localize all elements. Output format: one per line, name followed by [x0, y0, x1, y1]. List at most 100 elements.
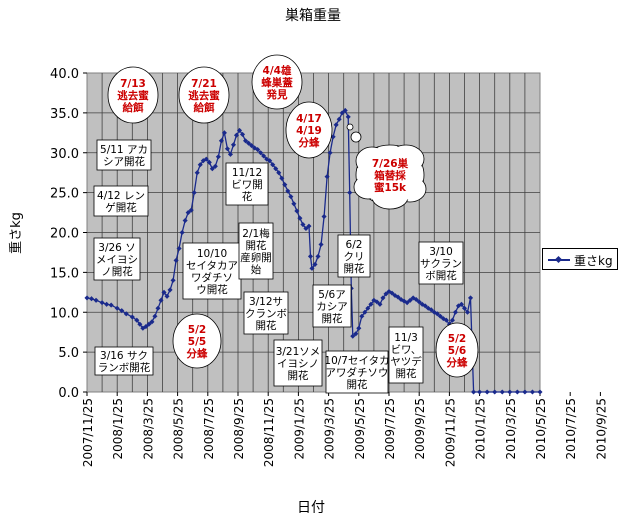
data-point	[246, 140, 252, 146]
callout-text: 7/26巣	[372, 157, 409, 170]
y-tick-label: 10.0	[50, 306, 79, 321]
callout-text: ゲ開花	[105, 201, 137, 214]
data-point	[227, 151, 233, 157]
callout-text: 開花	[347, 378, 368, 391]
data-point	[377, 301, 383, 307]
y-tick-label: 35.0	[50, 107, 79, 122]
x-tick-label: 2009/9/25	[413, 398, 427, 460]
data-point	[134, 317, 140, 323]
x-tick-label: 2009/3/25	[323, 398, 337, 460]
callout-box	[94, 346, 154, 376]
callout-oval	[178, 66, 230, 124]
data-point	[353, 331, 359, 337]
y-tick-label: 30.0	[50, 147, 79, 162]
data-point	[336, 116, 342, 122]
x-tick-label: 2009/1/25	[292, 398, 306, 460]
data-point	[350, 333, 356, 339]
data-point	[368, 301, 374, 307]
data-point	[143, 324, 149, 330]
callout-text: ヤツデ	[390, 355, 422, 368]
callout-text: ウ開花	[196, 283, 228, 296]
data-point	[285, 188, 291, 194]
x-tick-label: 2007/11/25	[81, 398, 95, 467]
data-point	[324, 174, 330, 180]
data-point	[203, 156, 209, 162]
callout-text: 分蜂	[187, 347, 208, 360]
data-point	[161, 289, 167, 295]
x-tick-label: 2009/5/25	[353, 398, 367, 460]
callout-text: 開花	[396, 367, 417, 380]
data-point	[215, 154, 221, 160]
callout-text: 箱替採	[374, 169, 406, 182]
callout-box	[225, 162, 269, 206]
data-point	[249, 143, 255, 149]
y-tick-label: 5.0	[58, 346, 79, 361]
data-point	[224, 146, 230, 152]
data-point	[484, 389, 490, 395]
x-tick-label: 2010/7/25	[564, 398, 578, 460]
data-point	[188, 207, 194, 213]
data-point	[477, 389, 483, 395]
x-tick-label: 2008/3/25	[141, 398, 155, 460]
data-point	[362, 309, 368, 315]
cloud-bubble	[346, 123, 354, 131]
data-point	[108, 302, 114, 308]
data-point	[359, 313, 365, 319]
callout-text: 始	[251, 263, 262, 276]
callout-text: ワダチソ	[191, 271, 233, 284]
callout-text: 11/12	[232, 167, 262, 179]
data-point	[428, 307, 434, 313]
annotation-callout: 5/25/6分蜂	[435, 322, 479, 378]
data-point	[309, 265, 315, 271]
data-point	[422, 303, 428, 309]
callout-oval	[251, 54, 303, 110]
data-point	[380, 295, 386, 301]
data-point	[365, 305, 371, 311]
data-point	[537, 389, 543, 395]
callout-box	[243, 291, 289, 335]
y-tick-label: 40.0	[50, 67, 79, 82]
data-point	[230, 142, 237, 148]
callout-box	[93, 185, 149, 217]
callout-text: 開花	[246, 239, 267, 252]
data-point	[467, 295, 474, 301]
callout-text: 6/2	[346, 239, 363, 251]
x-tick-label: 2008/7/25	[202, 398, 216, 460]
callout-text: 開花	[344, 262, 365, 275]
x-tick-label: 2008/1/25	[111, 398, 125, 460]
data-point	[191, 190, 197, 196]
callout-text: 7/13	[120, 78, 146, 90]
callout-text: 11/3	[394, 332, 418, 344]
data-point	[312, 261, 318, 267]
callout-box	[337, 234, 371, 278]
callout-text: ボ開花	[425, 269, 457, 282]
callout-oval	[172, 313, 222, 369]
data-point	[307, 253, 314, 259]
callout-text: 花	[242, 190, 253, 203]
callout-text: 3/21ソメ	[276, 346, 321, 358]
callout-text: ビワ、	[391, 344, 422, 356]
data-point	[514, 389, 520, 395]
callout-text: 開花	[256, 319, 277, 332]
data-point	[104, 301, 110, 307]
data-point	[395, 294, 401, 300]
data-point	[149, 319, 155, 325]
data-point	[443, 317, 449, 323]
data-point	[383, 291, 389, 297]
callout-text: 分蜂	[447, 356, 468, 369]
data-point	[464, 309, 471, 315]
data-point	[273, 166, 279, 172]
chart-title: 巣箱重量	[285, 8, 341, 24]
y-tick-label: 15.0	[50, 266, 79, 281]
annotation-callout: 5/25/5分蜂	[172, 313, 222, 369]
data-point	[327, 150, 333, 156]
legend-marker	[554, 255, 563, 264]
callout-text: 4/19	[296, 125, 322, 137]
callout-text: 4/12 レン	[97, 190, 145, 202]
